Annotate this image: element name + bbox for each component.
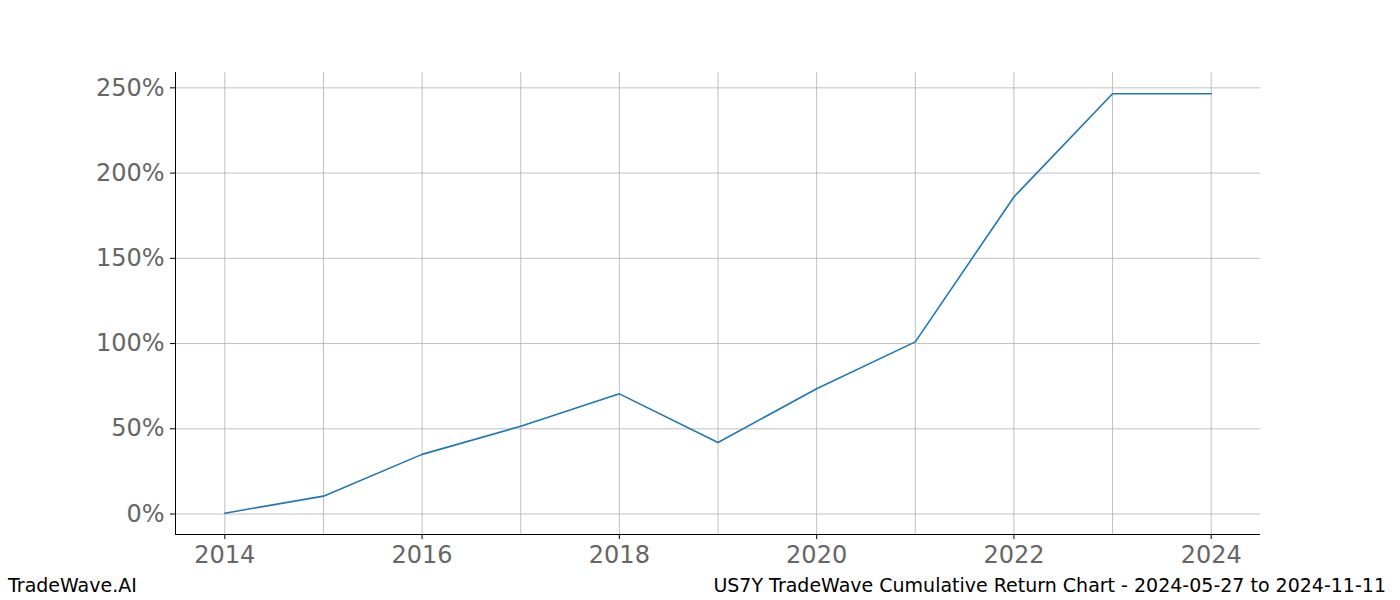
svg-text:2020: 2020	[786, 541, 847, 569]
html-text:TradeWave.AI: TradeWave.AI	[8, 574, 137, 596]
svg-text:2014: 2014	[194, 541, 255, 569]
svg-text:150%: 150%	[96, 244, 165, 272]
svg-text:2018: 2018	[589, 541, 650, 569]
svg-text:100%: 100%	[96, 329, 165, 357]
svg-text:0%: 0%	[126, 500, 164, 528]
svg-text:2022: 2022	[983, 541, 1044, 569]
html-text:US7Y TradeWave Cumulative Retu: US7Y TradeWave Cumulative Return Chart -…	[713, 574, 1386, 596]
svg-text:50%: 50%	[111, 414, 164, 442]
svg-text:2024: 2024	[1181, 541, 1242, 569]
svg-text:250%: 250%	[96, 74, 165, 102]
svg-text:2016: 2016	[392, 541, 453, 569]
svg-text:200%: 200%	[96, 159, 165, 187]
